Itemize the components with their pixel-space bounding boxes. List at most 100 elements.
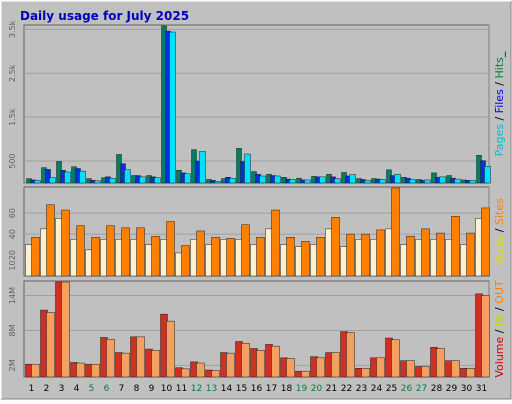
bar (94, 180, 101, 184)
day-label: 14 (221, 384, 233, 394)
bar (271, 345, 280, 378)
day-label: 3 (59, 384, 65, 394)
axis-label-visits-sites: Visits / Sites (493, 198, 506, 265)
day-label: 27 (416, 384, 427, 394)
day-label: 20 (311, 384, 323, 394)
bar (49, 177, 56, 184)
axis-label-part: Pages (493, 124, 506, 157)
axis-label-volume: Volume / IN / OUT (493, 280, 506, 378)
axis-label-part: / (493, 326, 506, 337)
day-label: 24 (371, 384, 383, 394)
bar (391, 187, 400, 277)
day-label: 6 (104, 384, 110, 394)
day-label: 8 (134, 384, 140, 394)
bar (181, 245, 190, 277)
day-label: 18 (281, 384, 293, 394)
chart-panels: 500 1.5k 2.5k 3.5k Pages / Files / Hits_ 1020… (8, 20, 506, 377)
bar (151, 235, 160, 277)
bar (331, 352, 340, 378)
bar (45, 169, 51, 184)
bar (346, 332, 355, 378)
day-label: 16 (251, 384, 263, 394)
bar (391, 339, 400, 378)
bar (484, 166, 491, 184)
panel-pages-files-hits: 500 1.5k 2.5k 3.5k Pages / Files / Hits_ (8, 20, 506, 184)
bar (304, 179, 311, 184)
y-tick-label: 2M (8, 359, 17, 371)
bar (79, 170, 86, 184)
bar (214, 180, 221, 184)
y-tick-label: 20 (8, 250, 17, 260)
day-label: 9 (149, 384, 155, 394)
bar (76, 225, 85, 277)
bar (259, 175, 266, 184)
bar (199, 151, 206, 184)
axis-label-part: Hits (493, 57, 506, 79)
bar (466, 368, 475, 378)
bar (286, 237, 295, 277)
y-tick-label: 500 (8, 153, 17, 168)
bar (406, 235, 415, 277)
bar (109, 177, 116, 184)
day-label: 17 (266, 384, 277, 394)
bar (454, 178, 461, 184)
axis-label-part: OUT (493, 280, 506, 304)
bar (379, 179, 386, 184)
axis-label-part: Visits (493, 235, 506, 264)
day-label: 7 (119, 384, 125, 394)
bar (226, 352, 235, 378)
day-label: 12 (191, 384, 202, 394)
bar (316, 357, 325, 378)
bar (334, 178, 341, 184)
day-label: 11 (176, 384, 187, 394)
bar (151, 349, 160, 378)
bar (409, 179, 416, 184)
bar (451, 216, 460, 277)
bar (466, 232, 475, 277)
day-label: 2 (44, 384, 50, 394)
day-label: 4 (74, 384, 80, 394)
bar (46, 204, 55, 277)
bar (211, 237, 220, 277)
bar (241, 224, 250, 277)
bar (424, 179, 431, 184)
bar (274, 175, 281, 184)
axis-label-pages-files-hits: Pages / Files / Hits_ (493, 51, 506, 156)
day-label: 5 (89, 384, 95, 394)
y-tick-label: 2.5k (8, 64, 17, 82)
day-label: 10 (161, 384, 173, 394)
bar (301, 241, 310, 277)
y-tick-label: 3.5k (8, 20, 17, 38)
bar (256, 237, 265, 277)
panel-volume: 2M 8M 14M Volume / IN / OUT (8, 280, 506, 378)
bar (271, 209, 280, 277)
bar (349, 174, 356, 184)
bar (361, 233, 370, 277)
bar (184, 173, 191, 184)
bar (241, 343, 250, 378)
bar (421, 366, 430, 378)
bar (31, 363, 40, 378)
day-axis-labels: 1 2 3 4 5 6 7 8 9 10 11 12 13 14 15 16 17 18 19 20 21 22 23 24 2… (29, 384, 488, 394)
axis-label-part: / (493, 113, 506, 124)
bar (229, 177, 236, 184)
day-label: 23 (356, 384, 367, 394)
day-label: 29 (446, 384, 458, 394)
bar (301, 370, 310, 378)
day-label: 31 (476, 384, 487, 394)
axis-label-part: Sites (493, 198, 506, 225)
axis-label-part: Files (493, 89, 506, 113)
bar (451, 360, 460, 378)
bar (61, 209, 70, 277)
day-label: 28 (431, 384, 443, 394)
bar (286, 358, 295, 378)
bar (244, 153, 251, 184)
bar (166, 320, 175, 378)
bar (361, 368, 370, 378)
bar (481, 207, 490, 277)
bar (124, 169, 131, 184)
bar (169, 31, 176, 184)
bar (394, 173, 401, 184)
